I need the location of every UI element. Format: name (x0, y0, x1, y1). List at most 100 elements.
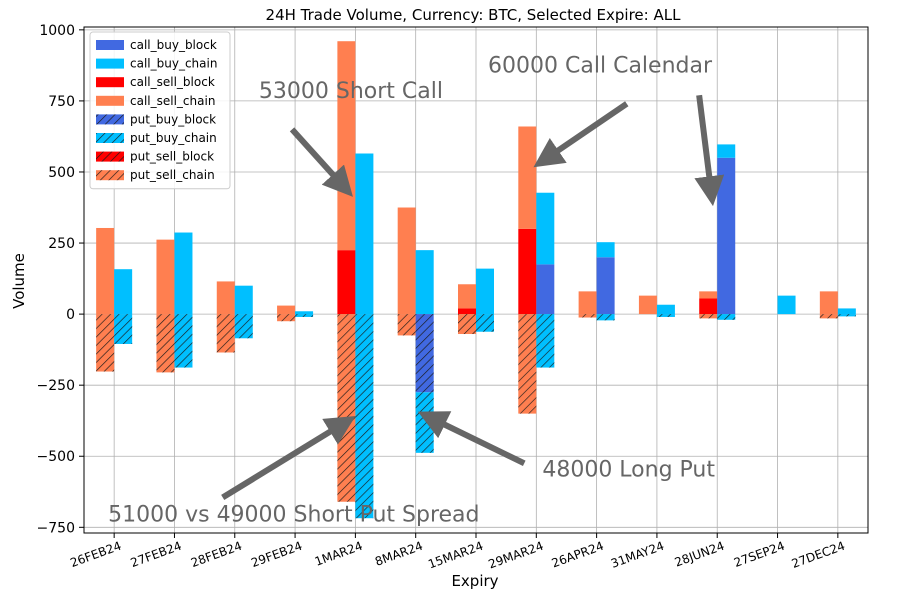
legend-label: put_sell_block (130, 150, 214, 164)
bar-call-buy-chain (656, 304, 675, 315)
bar-hatch-put-sell-chain (458, 314, 476, 335)
bar-call-sell-chain (458, 284, 476, 309)
bar-hatch-put-sell-chain (518, 314, 537, 414)
chart-title: 24H Trade Volume, Currency: BTC, Selecte… (266, 6, 682, 24)
x-tick-label: 26APR24 (550, 539, 606, 571)
annotation-arrow (289, 127, 353, 197)
x-axis-label: Expiry (451, 572, 498, 590)
bar-call-sell-chain (216, 281, 235, 315)
bar-call-buy-block (596, 257, 615, 315)
legend-label: put_buy_chain (130, 131, 217, 145)
bar-call-buy-block (536, 264, 555, 315)
bar-call-sell-chain (397, 207, 416, 315)
bar-hatch-put-sell-chain (277, 314, 296, 322)
bar-hatch-put-buy-chain (596, 314, 615, 321)
bar-hatch-put-buy-chain (295, 314, 314, 317)
bar-call-sell-chain (699, 291, 718, 299)
annotation-arrow (694, 94, 725, 207)
annotation-text: 51000 vs 49000 Short Put Spread (108, 503, 479, 528)
bar-call-buy-chain (355, 153, 374, 315)
bar-hatch-put-sell-chain (397, 314, 416, 336)
bar-hatch-put-buy-block (415, 314, 434, 393)
bar-hatch-put-buy-chain (656, 314, 675, 317)
x-tick-label: 27FEB24 (129, 539, 184, 570)
bar-hatch-put-sell-chain (819, 314, 838, 319)
legend-label: call_buy_chain (130, 57, 217, 71)
legend-label: call_buy_block (130, 38, 217, 52)
bar-call-sell-block (699, 298, 718, 315)
legend-swatch (96, 40, 124, 50)
bar-call-buy-chain (596, 242, 615, 258)
bar-call-buy-chain (536, 192, 555, 265)
y-tick-label: 750 (48, 94, 75, 110)
legend-label: put_buy_block (130, 112, 216, 126)
bar-call-sell-chain (518, 126, 537, 229)
legend-label: call_sell_block (130, 75, 215, 89)
bar-hatch-put-sell-chain (578, 314, 597, 318)
bar-call-sell-chain (578, 291, 597, 315)
x-tick-label: 8MAR24 (373, 539, 425, 569)
bar-hatch-put-buy-chain (355, 314, 374, 519)
y-tick-label: 0 (66, 307, 75, 323)
x-axis: 26FEB24 27FEB24 28FEB24 29FEB24 1MAR24 8MAR24… (68, 533, 847, 571)
x-tick-label: 1MAR24 (313, 539, 365, 569)
bar-call-buy-chain (415, 250, 434, 315)
bar-call-sell-chain (156, 239, 175, 315)
bar-call-sell-block (337, 250, 356, 315)
bar-call-sell-chain (96, 227, 115, 315)
bar-call-buy-chain (174, 232, 193, 315)
legend-box (89, 31, 231, 190)
y-tick-label: 1000 (39, 23, 75, 39)
bar-call-sell-chain (819, 291, 838, 315)
bar-call-sell-chain (277, 305, 296, 315)
bar-call-buy-chain (777, 295, 796, 315)
legend-swatch-hatch (96, 114, 124, 125)
bar-hatch-put-buy-chain (717, 314, 736, 320)
annotation-arrow (221, 416, 356, 501)
legend-swatch (96, 95, 124, 106)
bar-call-buy-chain (476, 268, 494, 315)
x-tick-label: 31MAY24 (609, 539, 666, 571)
annotations-layer: 53000 Short Call 60000 Call Calendar 51000… (108, 53, 725, 528)
x-tick-label: 27DEC24 (790, 539, 847, 571)
bar-call-sell-block (458, 308, 476, 315)
bar-hatch-put-sell-chain (699, 314, 718, 319)
bar-hatch-put-sell-chain (96, 314, 115, 372)
bar-call-buy-chain (234, 285, 253, 315)
bar-call-sell-block (518, 228, 537, 315)
x-tick-label: 28JUN24 (673, 539, 727, 570)
bar-hatch-put-buy-chain (536, 314, 555, 368)
y-tick-label: 500 (48, 165, 75, 181)
bar-call-sell-chain (337, 41, 356, 251)
x-tick-label: 29MAR24 (487, 539, 546, 572)
bars-layer (96, 41, 856, 519)
bar-hatch-put-buy-chain (415, 392, 434, 453)
annotation-text: 60000 Call Calendar (488, 53, 713, 78)
legend-swatch-hatch (96, 133, 124, 143)
legend: call_buy_block call_buy_chain call_sell_bl… (89, 31, 231, 190)
bar-hatch-put-buy-chain (174, 314, 193, 368)
bar-hatch-put-buy-chain (476, 314, 494, 332)
x-tick-label: 28FEB24 (189, 539, 244, 570)
x-tick-label: 29FEB24 (249, 539, 304, 570)
x-tick-label: 15MAR24 (426, 539, 485, 572)
bar-call-buy-chain (114, 269, 133, 315)
legend-swatch-hatch (96, 151, 124, 162)
annotation-arrow (417, 411, 526, 467)
bar-hatch-put-buy-chain (837, 314, 856, 317)
annotation-text: 48000 Long Put (542, 458, 715, 483)
legend-swatch-hatch (96, 170, 124, 181)
y-axis-label: Volume (10, 253, 28, 309)
legend-swatch (96, 77, 124, 88)
bar-hatch-put-sell-chain (216, 314, 235, 353)
bar-hatch-put-sell-chain (156, 314, 175, 373)
bar-call-buy-chain (717, 144, 736, 158)
bar-call-sell-chain (638, 295, 657, 315)
bar-call-buy-chain (295, 311, 314, 315)
legend-swatch (96, 58, 124, 69)
y-tick-label: −250 (37, 378, 75, 394)
legend-label: call_sell_chain (130, 94, 215, 108)
annotation-arrow (533, 101, 629, 168)
